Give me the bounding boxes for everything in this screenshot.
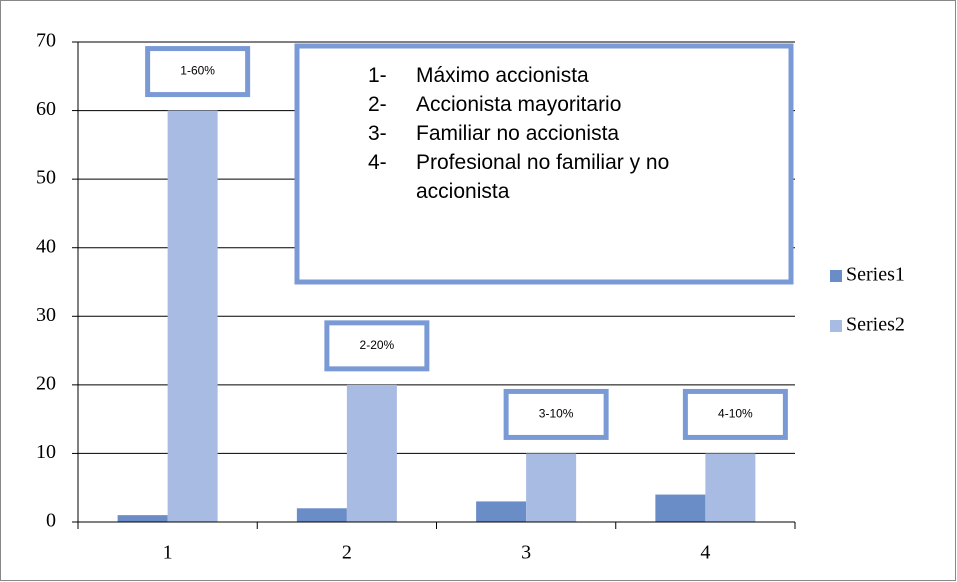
note: 1- Máximo accionista bbox=[368, 61, 758, 90]
notes-box: 1- Máximo accionista 2- Accionista mayorita… bbox=[300, 49, 788, 279]
note-text: Profesional no familiar y no accionista bbox=[416, 151, 670, 203]
legend-swatch bbox=[830, 270, 842, 282]
annotation-box bbox=[503, 388, 609, 440]
note: 3- Familiar no accionista bbox=[368, 119, 758, 148]
x-tick-label: 3 bbox=[521, 542, 531, 564]
y-tick-label: 70 bbox=[36, 30, 56, 52]
y-tick-label: 20 bbox=[36, 372, 56, 394]
annotation: 2-20% bbox=[360, 338, 395, 352]
bar bbox=[117, 515, 168, 522]
note-number: 1- bbox=[368, 64, 387, 87]
y-tick-label: 0 bbox=[46, 510, 56, 532]
y-tick-label: 40 bbox=[36, 235, 56, 257]
note: 2- Accionista mayoritario bbox=[368, 90, 758, 119]
x-tick-label: 1 bbox=[163, 542, 173, 564]
x-tick-label: 2 bbox=[342, 542, 352, 564]
annotation-box bbox=[324, 320, 430, 372]
annotation: 3-10% bbox=[539, 407, 574, 421]
bar bbox=[526, 453, 577, 522]
note-text: Familiar no accionista bbox=[416, 122, 620, 145]
bar bbox=[705, 453, 756, 522]
x-tick-label: 4 bbox=[700, 542, 710, 564]
note: 4- Profesional no familiar y no accionist… bbox=[368, 148, 758, 206]
y-tick-label: 30 bbox=[36, 304, 56, 326]
y-tick-label: 50 bbox=[36, 167, 56, 189]
bar bbox=[655, 494, 706, 522]
note-text: Máximo accionista bbox=[416, 64, 589, 87]
legend-label: Series2 bbox=[846, 314, 905, 336]
note-number: 4- bbox=[368, 151, 387, 174]
bar bbox=[476, 501, 527, 522]
bar bbox=[346, 384, 397, 522]
bar bbox=[167, 110, 218, 523]
legend-label: Series1 bbox=[846, 264, 905, 286]
y-tick-label: 60 bbox=[36, 98, 56, 120]
annotation: 1-60% bbox=[180, 64, 215, 78]
note-number: 2- bbox=[368, 93, 387, 116]
bar bbox=[296, 508, 347, 522]
notes-frame bbox=[294, 43, 794, 285]
y-tick-label: 10 bbox=[36, 441, 56, 463]
legend-swatch bbox=[830, 320, 842, 332]
note-text: Accionista mayoritario bbox=[416, 93, 622, 116]
annotation-box bbox=[145, 46, 251, 98]
annotation: 4-10% bbox=[718, 407, 753, 421]
note-number: 3- bbox=[368, 122, 387, 145]
annotation-box bbox=[682, 388, 788, 440]
